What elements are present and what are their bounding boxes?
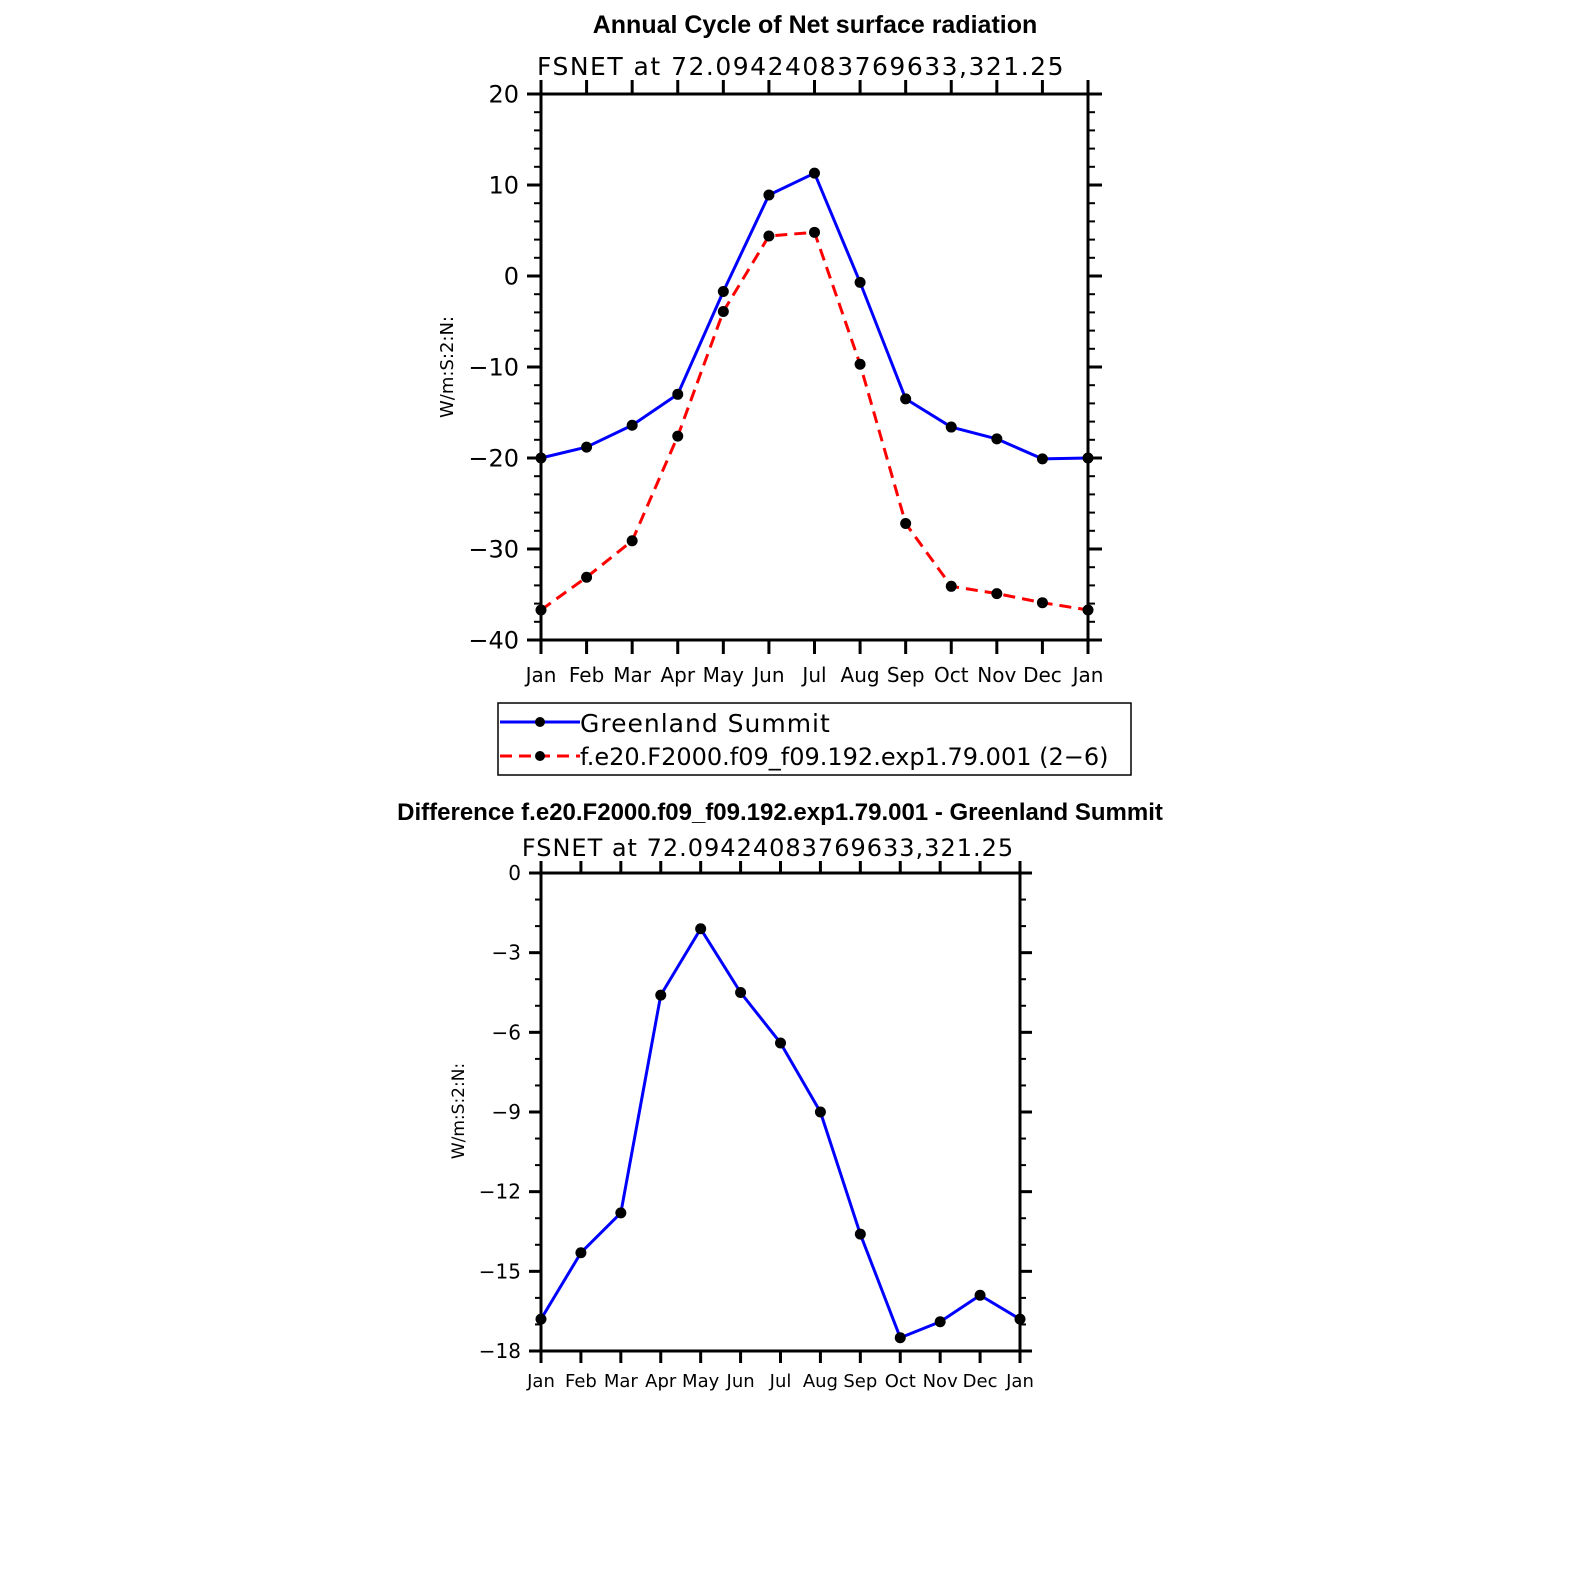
legend-marker-model <box>535 751 545 761</box>
chart1-title: Annual Cycle of Net surface radiation <box>593 11 1038 39</box>
chart1-series-1-point <box>809 226 820 238</box>
chart2-ytick-label: −15 <box>479 1259 521 1283</box>
chart2-ytick-label: 0 <box>508 861 521 885</box>
chart1-series-1-point <box>581 571 593 583</box>
chart1-series-1-point <box>900 518 912 530</box>
chart2-xtick-label: Nov <box>923 1371 958 1392</box>
chart2-xtick-label: Mar <box>604 1371 639 1392</box>
chart1-ytick-label: 20 <box>488 80 519 108</box>
chart2-plot-frame <box>539 871 1022 1353</box>
chart2-series-0-point <box>974 1289 986 1301</box>
chart1-legend: Greenland Summit f.e20.F2000.f09_f09.192… <box>497 702 1132 776</box>
chart1-xtick-label: Jun <box>751 663 784 687</box>
chart2-ylabel: W/m:S:2:N: <box>449 1063 469 1159</box>
chart2-series-0-point <box>735 987 747 998</box>
chart1-series-1-point <box>991 588 1003 600</box>
chart2-series-0-point <box>854 1228 866 1240</box>
legend-marker-greenland <box>535 717 545 727</box>
chart1-xtick-label: Sep <box>887 663 925 687</box>
chart1-series-0-point <box>809 167 820 179</box>
chart1-xtick-label: Jan <box>524 663 557 687</box>
chart2-series-0-point <box>775 1037 786 1049</box>
chart1-ytick-label: 10 <box>488 171 519 199</box>
chart1-xtick-label: Mar <box>613 663 652 687</box>
chart1-ytick-label: −40 <box>468 626 519 654</box>
chart1-xtick-label: Aug <box>841 663 880 687</box>
chart1-series-0-point <box>1036 453 1048 465</box>
chart2-ytick-label: −12 <box>479 1180 521 1204</box>
legend-label-greenland: Greenland Summit <box>580 709 831 738</box>
chart1-series-0-point <box>581 441 593 453</box>
chart1-series-0-point <box>763 189 775 201</box>
chart2-xtick-label: Jul <box>769 1371 792 1392</box>
chart2-series-0-point <box>575 1247 587 1259</box>
chart1-subtitle: FSNET at 72.09424083769633,321.25 <box>537 52 1065 81</box>
chart1-ytick-label: −10 <box>468 353 519 381</box>
chart1-xtick-label: Feb <box>569 663 604 687</box>
legend-box <box>497 702 1132 776</box>
chart2-xtick-label: Aug <box>803 1371 838 1392</box>
chart2-xtick-label: Jan <box>526 1371 555 1392</box>
chart1-series-1-point <box>763 230 775 242</box>
chart1-xtick-label: Nov <box>977 663 1016 687</box>
chart1-series-0-point <box>717 285 729 297</box>
chart2-series-0-point <box>615 1207 627 1219</box>
chart2-xtick-label: Feb <box>565 1371 597 1392</box>
chart2-ytick-label: −6 <box>492 1020 521 1044</box>
chart1-xtick-label: Dec <box>1023 663 1062 687</box>
chart2-ytick-label: −9 <box>492 1100 521 1124</box>
chart1-series-0-point <box>945 421 957 433</box>
chart1-xtick-label: Apr <box>660 663 695 687</box>
chart1-ytick-label: −30 <box>468 535 519 563</box>
chart1-xtick-label: May <box>703 663 745 687</box>
chart1-series-0-point <box>626 419 638 431</box>
chart1-series-1-point <box>717 305 729 317</box>
chart1-series-0-point <box>900 393 912 405</box>
chart1-series-1-point <box>945 580 957 592</box>
difference-chart: Difference f.e20.F2000.f09_f09.192.exp1.… <box>397 799 1163 1392</box>
chart2-subtitle: FSNET at 72.09424083769633,321.25 <box>522 834 1014 862</box>
chart1-plot-frame <box>539 92 1090 642</box>
chart2-ytick-label: −3 <box>492 941 521 965</box>
chart1-series-1-point <box>854 358 866 370</box>
chart1-xtick-label: Jan <box>1071 663 1104 687</box>
chart2-xtick-label: Dec <box>963 1371 998 1392</box>
chart1-series-1-point <box>626 535 638 547</box>
chart2-title: Difference f.e20.F2000.f09_f09.192.exp1.… <box>397 799 1163 826</box>
chart1-xtick-label: Jul <box>800 663 826 687</box>
chart2-xtick-label: Apr <box>645 1371 677 1392</box>
chart2-series-0-point <box>934 1316 946 1328</box>
chart1-series-1-point <box>1036 597 1048 609</box>
legend-label-model: f.e20.F2000.f09_f09.192.exp1.79.001 (2−6… <box>580 743 1108 771</box>
chart2-ytick-label: −18 <box>479 1339 521 1363</box>
chart2-xtick-label: Jan <box>1005 1371 1034 1392</box>
chart2-xtick-label: Sep <box>843 1371 877 1392</box>
chart1-ytick-label: −20 <box>468 444 519 472</box>
chart1-ytick-label: 0 <box>504 262 519 290</box>
chart1-series-0-point <box>672 388 684 400</box>
chart2-series-0-point <box>814 1106 826 1118</box>
chart2-series-0-point <box>655 989 667 1001</box>
chart1-series-1-point <box>672 430 684 442</box>
chart2-xtick-label: May <box>682 1371 720 1392</box>
chart2-series-0-point <box>894 1332 906 1344</box>
annual-cycle-chart: Annual Cycle of Net surface radiation FS… <box>437 11 1132 776</box>
chart1-ylabel: W/m:S:2:N: <box>437 316 458 418</box>
chart1-series-0-point <box>991 433 1003 445</box>
chart1-series-0-point <box>854 276 866 288</box>
chart1-xtick-label: Oct <box>934 663 969 687</box>
chart2-series-0-point <box>695 923 707 935</box>
chart2-xtick-label: Oct <box>885 1371 916 1392</box>
chart2-xtick-label: Jun <box>726 1371 755 1392</box>
